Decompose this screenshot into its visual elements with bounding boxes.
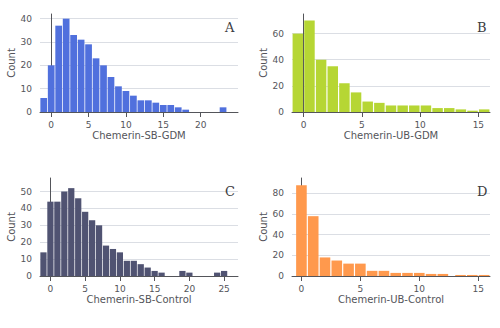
svg-text:0: 0	[299, 284, 305, 294]
svg-text:20: 20	[21, 60, 33, 70]
svg-text:60: 60	[273, 29, 285, 39]
svg-text:0: 0	[26, 107, 32, 117]
svg-text:B: B	[477, 20, 487, 35]
svg-text:5: 5	[82, 284, 88, 294]
svg-text:0: 0	[26, 271, 32, 281]
svg-text:15: 15	[149, 284, 160, 294]
svg-text:10: 10	[21, 254, 33, 264]
svg-text:5: 5	[359, 120, 365, 130]
svg-text:20: 20	[273, 81, 285, 91]
svg-text:C: C	[225, 184, 235, 199]
svg-text:D: D	[477, 184, 487, 199]
svg-text:10: 10	[414, 120, 426, 130]
svg-text:15: 15	[472, 284, 483, 294]
svg-text:40: 40	[273, 230, 285, 240]
svg-text:Chemerin-UB-GDM: Chemerin-UB-GDM	[344, 130, 438, 141]
svg-text:A: A	[224, 20, 235, 35]
svg-text:0: 0	[48, 120, 54, 130]
svg-text:Chemerin-UB-Control: Chemerin-UB-Control	[338, 294, 444, 305]
svg-text:20: 20	[184, 284, 196, 294]
svg-text:40: 40	[273, 55, 285, 65]
svg-text:25: 25	[218, 284, 229, 294]
svg-text:0: 0	[278, 107, 284, 117]
svg-text:30: 30	[21, 37, 33, 47]
svg-text:15: 15	[158, 120, 169, 130]
svg-text:Count: Count	[6, 212, 17, 242]
svg-text:40: 40	[21, 14, 33, 24]
svg-text:0: 0	[301, 120, 307, 130]
svg-text:0: 0	[278, 271, 284, 281]
svg-text:40: 40	[21, 203, 33, 213]
svg-text:5: 5	[357, 284, 363, 294]
svg-text:15: 15	[473, 120, 484, 130]
svg-text:Count: Count	[258, 212, 269, 242]
svg-text:Count: Count	[6, 48, 17, 78]
svg-text:10: 10	[114, 284, 126, 294]
svg-text:20: 20	[195, 120, 207, 130]
svg-text:50: 50	[21, 187, 33, 197]
svg-text:10: 10	[21, 84, 33, 94]
svg-text:80: 80	[273, 188, 285, 198]
svg-text:5: 5	[86, 120, 92, 130]
svg-text:30: 30	[21, 220, 33, 230]
svg-text:Chemerin-SB-GDM: Chemerin-SB-GDM	[92, 130, 185, 141]
svg-text:20: 20	[21, 237, 33, 247]
svg-text:0: 0	[48, 284, 54, 294]
svg-text:60: 60	[273, 209, 285, 219]
svg-text:10: 10	[414, 284, 426, 294]
svg-text:20: 20	[273, 250, 285, 260]
svg-text:10: 10	[120, 120, 132, 130]
svg-text:Count: Count	[258, 48, 269, 78]
svg-text:Chemerin-SB-Control: Chemerin-SB-Control	[86, 294, 191, 305]
